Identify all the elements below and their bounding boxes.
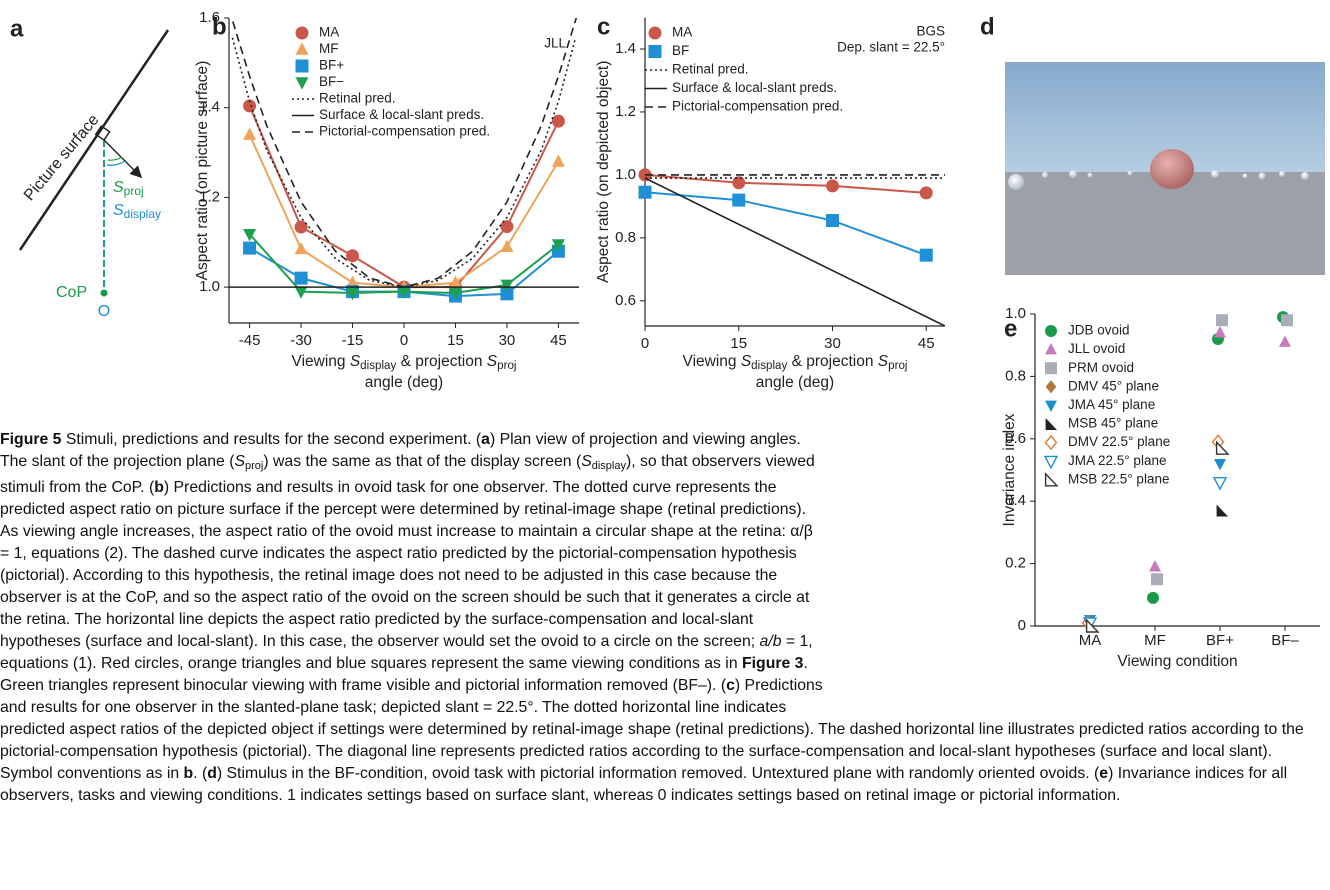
text-run: proj <box>124 184 144 198</box>
caption-text: proj <box>245 460 263 472</box>
caption-text: . ( <box>193 765 207 782</box>
text-run: S <box>113 202 124 219</box>
cop-point <box>101 290 108 297</box>
ovoid <box>1259 173 1266 180</box>
caption-text: S <box>234 453 245 470</box>
caption-spacer <box>823 429 1328 715</box>
caption-text: ) Predictions and results in ovoid task … <box>0 479 813 650</box>
caption-text: c <box>726 677 735 694</box>
text-run: S <box>113 179 124 196</box>
caption-text: ) was the same as that of the display sc… <box>263 453 581 470</box>
proj-label: Sproj <box>113 179 144 198</box>
surface-label: Picture surface <box>21 111 103 204</box>
caption-text: display <box>592 460 626 472</box>
cop-label: CoP <box>56 284 87 301</box>
angle-arc <box>108 157 122 160</box>
caption-text: b <box>184 765 194 782</box>
panel-a: Picture surface Sproj Sdisplay CoP O <box>20 30 168 320</box>
angle-arc <box>107 161 125 165</box>
origin-label: O <box>98 303 110 320</box>
ovoid <box>1042 172 1048 178</box>
caption-text: ) Stimulus in the BF-condition, ovoid ta… <box>217 765 1099 782</box>
caption-text: Stimuli, predictions and results for the… <box>61 431 481 448</box>
display-label: Sdisplay <box>113 202 161 221</box>
caption-text: Figure 5 <box>0 431 61 448</box>
ovoid <box>1211 170 1219 178</box>
ovoid <box>1279 171 1285 177</box>
caption-text: d <box>207 765 217 782</box>
ovoid <box>1069 170 1077 178</box>
large-ovoid <box>1150 149 1194 189</box>
ovoid <box>1008 174 1024 190</box>
text-run: display <box>124 207 161 221</box>
ovoid <box>1088 173 1093 178</box>
ovoid <box>1243 174 1248 179</box>
panel-d-image <box>1005 62 1325 275</box>
caption-text: b <box>154 479 164 496</box>
page: {"panel_labels": ["a", "b", "c", "d", "e… <box>0 0 1330 890</box>
caption-text: Figure 3 <box>742 655 803 672</box>
caption-text: a/b <box>760 633 782 650</box>
projection-arrow <box>104 140 140 176</box>
caption: Figure 5 Stimuli, predictions and result… <box>0 429 1328 807</box>
caption-text: e <box>1099 765 1108 782</box>
figure: Picture surface Sproj Sdisplay CoP O <box>0 0 1330 430</box>
caption-text: S <box>581 453 592 470</box>
caption-text: a <box>481 431 490 448</box>
ovoid <box>1128 171 1133 176</box>
ovoid <box>1301 172 1309 180</box>
